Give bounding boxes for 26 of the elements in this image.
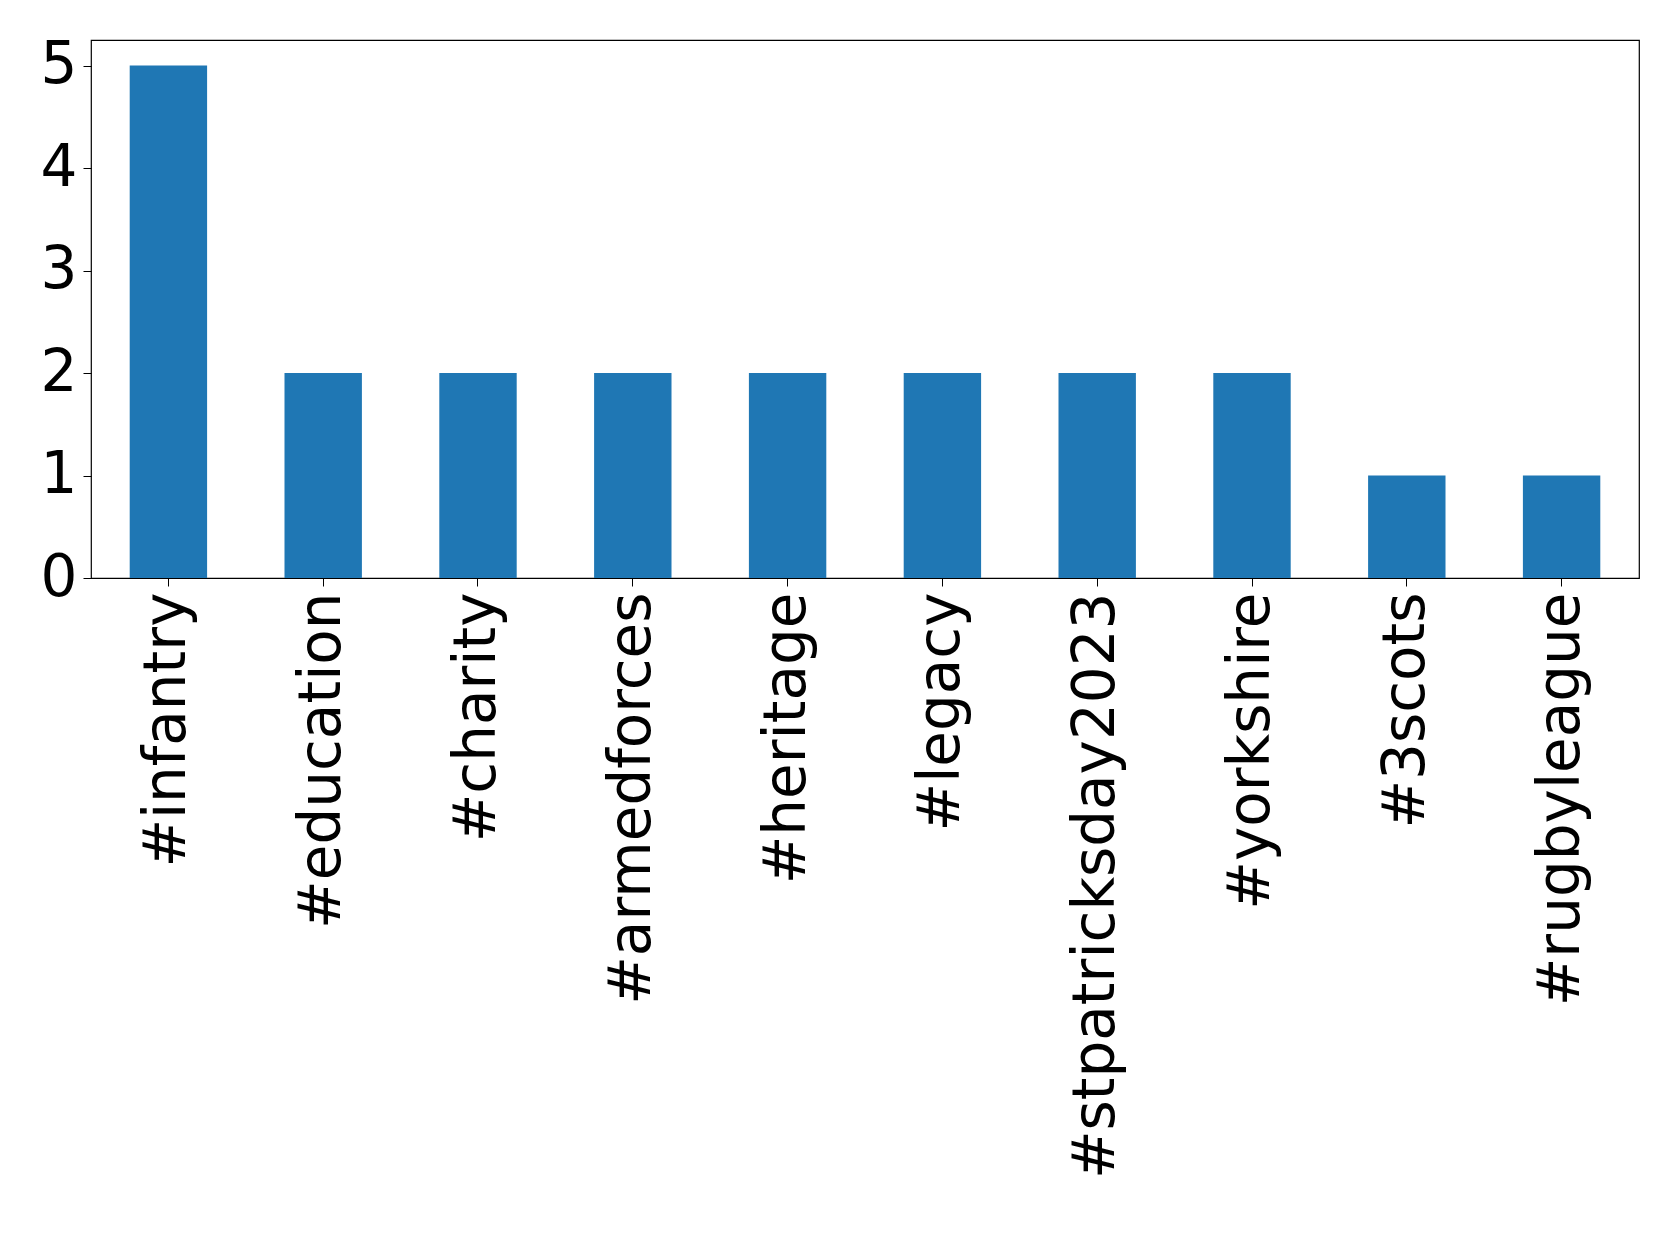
x-tick-label: #infantry: [131, 592, 200, 868]
bar: [594, 373, 672, 578]
x-tick-label: #legacy: [905, 592, 974, 832]
y-tick-label: 1: [40, 439, 78, 508]
bar: [1368, 475, 1446, 578]
x-tick-label: #rugbyleague: [1524, 592, 1593, 1007]
bar: [748, 373, 827, 578]
y-tick-label: 0: [40, 541, 78, 610]
bar: [1213, 373, 1291, 578]
bar: [129, 65, 208, 578]
bar: [903, 373, 982, 578]
x-tick-label: #stpatricksday2023: [1060, 592, 1129, 1180]
bar: [439, 373, 517, 578]
x-tick-label: #3scots: [1369, 592, 1438, 829]
y-tick-label: 5: [40, 29, 78, 98]
bar: [284, 373, 362, 578]
bar: [1522, 475, 1601, 578]
y-tick-label: 4: [40, 131, 78, 200]
x-tick-label: #heritage: [750, 592, 819, 885]
x-tick-label: #armedforces: [595, 592, 664, 1005]
x-tick-label: #yorkshire: [1215, 592, 1283, 910]
x-tick-label: #charity: [441, 592, 509, 843]
bar: [1058, 373, 1136, 578]
y-tick-label: 2: [40, 336, 78, 405]
y-tick-label: 3: [40, 234, 78, 303]
x-tick-label: #education: [286, 592, 355, 929]
